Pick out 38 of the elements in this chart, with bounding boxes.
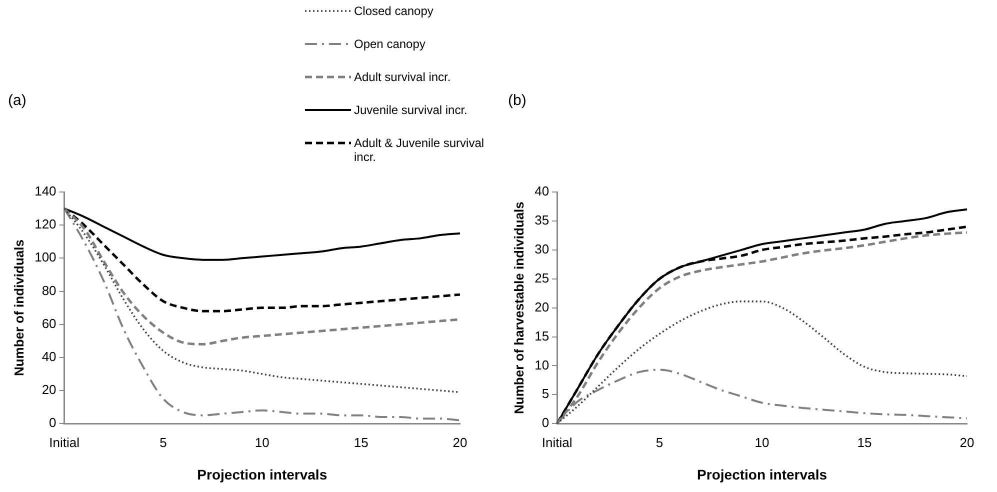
y-tick-label: 0 <box>542 415 550 430</box>
legend-label: Open canopy <box>354 37 426 51</box>
y-tick-label: 20 <box>42 382 56 398</box>
legend-label: Adult & Juvenile survival incr. <box>354 136 486 164</box>
x-tick-label: 10 <box>754 434 770 450</box>
y-axis-title: Number of individuals <box>11 240 26 376</box>
y-tick-label: 30 <box>534 241 550 256</box>
y-tick-label: 15 <box>534 328 550 344</box>
legend-label: Adult survival incr. <box>354 70 452 84</box>
x-tick-label: 10 <box>254 434 270 450</box>
y-tick-label: 5 <box>542 386 550 402</box>
x-tick-label: 20 <box>960 434 974 450</box>
y-tick-label: 140 <box>34 184 56 199</box>
y-tick-label: 40 <box>42 349 56 364</box>
y-tick-label: 80 <box>42 282 56 298</box>
x-tick-label: 15 <box>354 434 368 450</box>
x-tick-label: Initial <box>542 434 572 450</box>
y-tick-label: 0 <box>49 415 56 430</box>
chart-title: (a) <box>8 92 26 110</box>
y-tick-label: 120 <box>34 216 56 232</box>
x-tick-label: 5 <box>656 434 664 450</box>
legend-label: Closed canopy <box>354 4 434 18</box>
x-tick-label: 5 <box>160 434 167 450</box>
legend-label: Juvenile survival incr. <box>354 103 468 117</box>
y-axis-title: Number of harvestable individuals <box>511 202 526 414</box>
x-tick-label: Initial <box>49 434 80 450</box>
x-tick-label: 20 <box>452 434 468 450</box>
x-axis-title: Projection intervals <box>197 466 328 482</box>
y-tick-label: 10 <box>534 357 550 372</box>
y-tick-label: 60 <box>42 316 56 331</box>
y-tick-label: 20 <box>534 299 550 314</box>
chart-title: (b) <box>508 92 526 110</box>
y-tick-label: 35 <box>534 212 550 228</box>
y-tick-label: 25 <box>534 270 550 286</box>
y-tick-label: 40 <box>534 184 550 199</box>
x-axis-title: Projection intervals <box>697 466 828 482</box>
y-tick-label: 100 <box>34 250 56 265</box>
x-tick-label: 15 <box>857 434 872 450</box>
